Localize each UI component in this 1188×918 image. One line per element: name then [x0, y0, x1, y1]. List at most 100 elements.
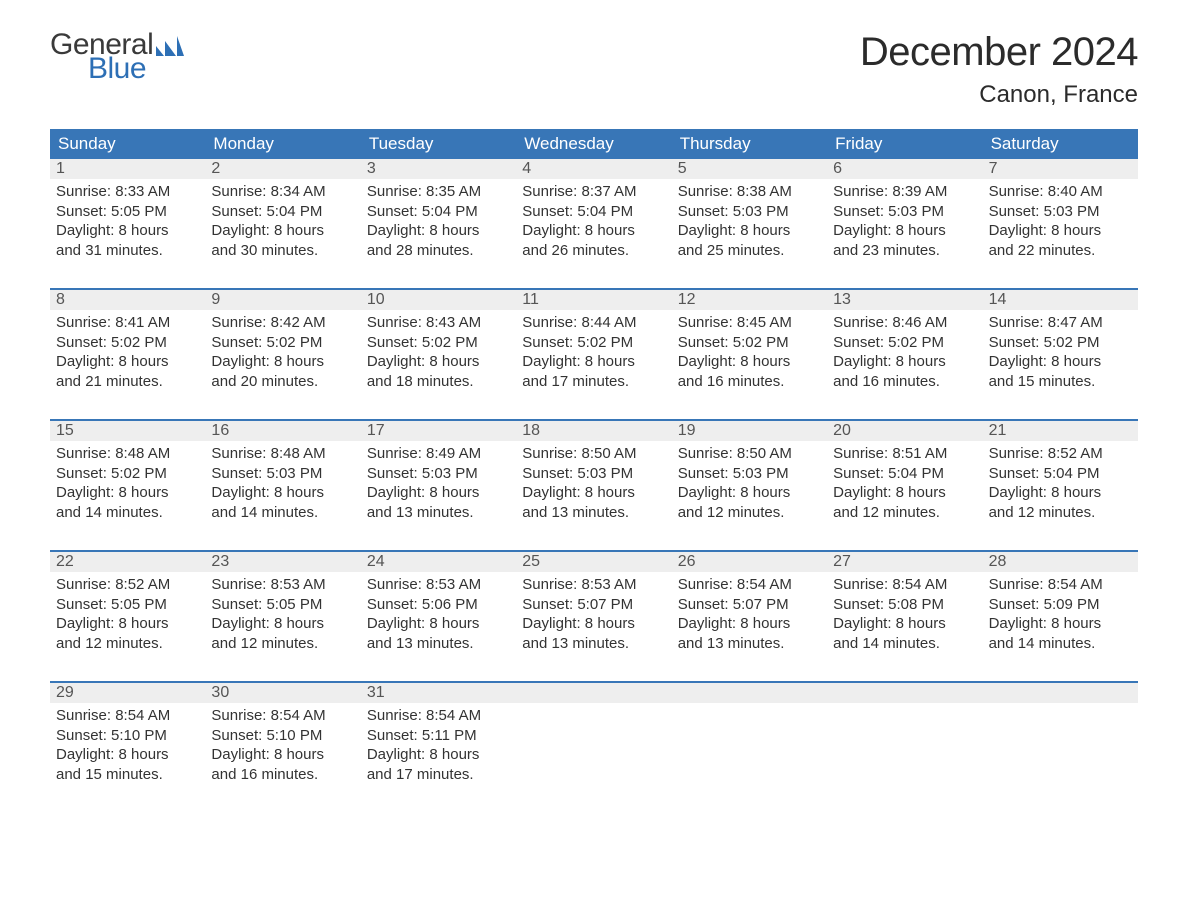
day-number: 18 — [516, 421, 671, 441]
daylight-text-1: Daylight: 8 hours — [367, 745, 510, 765]
day-details: Sunrise: 8:49 AMSunset: 5:03 PMDaylight:… — [361, 441, 516, 526]
sunrise-text: Sunrise: 8:45 AM — [678, 313, 821, 333]
sunset-text: Sunset: 5:04 PM — [211, 202, 354, 222]
day-number — [516, 683, 671, 703]
daylight-text-2: and 14 minutes. — [211, 503, 354, 523]
day-details: Sunrise: 8:53 AMSunset: 5:06 PMDaylight:… — [361, 572, 516, 657]
sunset-text: Sunset: 5:03 PM — [678, 202, 821, 222]
day-number: 20 — [827, 421, 982, 441]
sunrise-text: Sunrise: 8:35 AM — [367, 182, 510, 202]
sunset-text: Sunset: 5:02 PM — [989, 333, 1132, 353]
day-number: 26 — [672, 552, 827, 572]
daylight-text-2: and 16 minutes. — [211, 765, 354, 785]
sunset-text: Sunset: 5:07 PM — [522, 595, 665, 615]
day-number: 8 — [50, 290, 205, 310]
sunrise-text: Sunrise: 8:54 AM — [56, 706, 199, 726]
day-details: Sunrise: 8:37 AMSunset: 5:04 PMDaylight:… — [516, 179, 671, 264]
logo-flag-icon — [156, 36, 184, 56]
sunrise-text: Sunrise: 8:53 AM — [211, 575, 354, 595]
daylight-text-2: and 13 minutes. — [522, 634, 665, 654]
daylight-text-2: and 26 minutes. — [522, 241, 665, 261]
daylight-text-1: Daylight: 8 hours — [211, 745, 354, 765]
sunrise-text: Sunrise: 8:54 AM — [989, 575, 1132, 595]
day-number: 9 — [205, 290, 360, 310]
day-details: Sunrise: 8:38 AMSunset: 5:03 PMDaylight:… — [672, 179, 827, 264]
sunrise-text: Sunrise: 8:34 AM — [211, 182, 354, 202]
daylight-text-1: Daylight: 8 hours — [56, 745, 199, 765]
logo-text-blue: Blue — [88, 54, 184, 84]
daylight-text-2: and 12 minutes. — [989, 503, 1132, 523]
day-number: 29 — [50, 683, 205, 703]
daylight-text-1: Daylight: 8 hours — [678, 352, 821, 372]
sunrise-text: Sunrise: 8:44 AM — [522, 313, 665, 333]
day-number: 17 — [361, 421, 516, 441]
daylight-text-1: Daylight: 8 hours — [56, 614, 199, 634]
day-details: Sunrise: 8:42 AMSunset: 5:02 PMDaylight:… — [205, 310, 360, 395]
day-details: Sunrise: 8:43 AMSunset: 5:02 PMDaylight:… — [361, 310, 516, 395]
day-details: Sunrise: 8:48 AMSunset: 5:03 PMDaylight:… — [205, 441, 360, 526]
day-number: 16 — [205, 421, 360, 441]
day-number: 3 — [361, 159, 516, 179]
day-number: 11 — [516, 290, 671, 310]
day-number — [672, 683, 827, 703]
day-number: 23 — [205, 552, 360, 572]
day-number: 25 — [516, 552, 671, 572]
sunset-text: Sunset: 5:04 PM — [833, 464, 976, 484]
daylight-text-2: and 12 minutes. — [56, 634, 199, 654]
week-gap — [50, 264, 1138, 288]
day-details: Sunrise: 8:35 AMSunset: 5:04 PMDaylight:… — [361, 179, 516, 264]
daylight-text-1: Daylight: 8 hours — [678, 483, 821, 503]
daylight-text-2: and 12 minutes. — [211, 634, 354, 654]
daylight-text-2: and 18 minutes. — [367, 372, 510, 392]
daylight-text-1: Daylight: 8 hours — [989, 352, 1132, 372]
daylight-text-1: Daylight: 8 hours — [56, 221, 199, 241]
day-details: Sunrise: 8:53 AMSunset: 5:05 PMDaylight:… — [205, 572, 360, 657]
day-details: Sunrise: 8:54 AMSunset: 5:09 PMDaylight:… — [983, 572, 1138, 657]
sunrise-text: Sunrise: 8:53 AM — [522, 575, 665, 595]
daylight-text-1: Daylight: 8 hours — [678, 614, 821, 634]
sunset-text: Sunset: 5:02 PM — [678, 333, 821, 353]
day-number: 2 — [205, 159, 360, 179]
sunrise-text: Sunrise: 8:50 AM — [678, 444, 821, 464]
day-details: Sunrise: 8:54 AMSunset: 5:10 PMDaylight:… — [205, 703, 360, 788]
day-number: 14 — [983, 290, 1138, 310]
sunrise-text: Sunrise: 8:38 AM — [678, 182, 821, 202]
daylight-text-2: and 28 minutes. — [367, 241, 510, 261]
day-details: Sunrise: 8:33 AMSunset: 5:05 PMDaylight:… — [50, 179, 205, 264]
daylight-text-1: Daylight: 8 hours — [522, 483, 665, 503]
daylight-text-1: Daylight: 8 hours — [833, 483, 976, 503]
sunrise-text: Sunrise: 8:41 AM — [56, 313, 199, 333]
daylight-text-2: and 14 minutes. — [833, 634, 976, 654]
sunset-text: Sunset: 5:03 PM — [367, 464, 510, 484]
sunrise-text: Sunrise: 8:39 AM — [833, 182, 976, 202]
day-details: Sunrise: 8:52 AMSunset: 5:05 PMDaylight:… — [50, 572, 205, 657]
daylight-text-2: and 13 minutes. — [367, 634, 510, 654]
sunset-text: Sunset: 5:05 PM — [211, 595, 354, 615]
day-details: Sunrise: 8:54 AMSunset: 5:11 PMDaylight:… — [361, 703, 516, 788]
day-details: Sunrise: 8:41 AMSunset: 5:02 PMDaylight:… — [50, 310, 205, 395]
daylight-text-2: and 25 minutes. — [678, 241, 821, 261]
title-block: December 2024 Canon, France — [860, 30, 1138, 123]
sunrise-text: Sunrise: 8:53 AM — [367, 575, 510, 595]
sunset-text: Sunset: 5:02 PM — [833, 333, 976, 353]
column-header: Saturday — [983, 129, 1138, 159]
daylight-text-1: Daylight: 8 hours — [522, 221, 665, 241]
sunrise-text: Sunrise: 8:50 AM — [522, 444, 665, 464]
day-number — [983, 683, 1138, 703]
daylight-text-2: and 14 minutes. — [989, 634, 1132, 654]
daylight-text-2: and 16 minutes. — [678, 372, 821, 392]
day-number: 30 — [205, 683, 360, 703]
day-details — [983, 703, 1138, 788]
sunset-text: Sunset: 5:04 PM — [367, 202, 510, 222]
sunset-text: Sunset: 5:02 PM — [56, 464, 199, 484]
header: General Blue December 2024 Canon, France — [50, 30, 1138, 123]
column-header: Sunday — [50, 129, 205, 159]
day-details: Sunrise: 8:53 AMSunset: 5:07 PMDaylight:… — [516, 572, 671, 657]
daylight-text-2: and 15 minutes. — [989, 372, 1132, 392]
day-details: Sunrise: 8:48 AMSunset: 5:02 PMDaylight:… — [50, 441, 205, 526]
daylight-text-1: Daylight: 8 hours — [989, 483, 1132, 503]
daylight-text-1: Daylight: 8 hours — [833, 614, 976, 634]
sunset-text: Sunset: 5:02 PM — [522, 333, 665, 353]
sunrise-text: Sunrise: 8:47 AM — [989, 313, 1132, 333]
sunset-text: Sunset: 5:03 PM — [211, 464, 354, 484]
